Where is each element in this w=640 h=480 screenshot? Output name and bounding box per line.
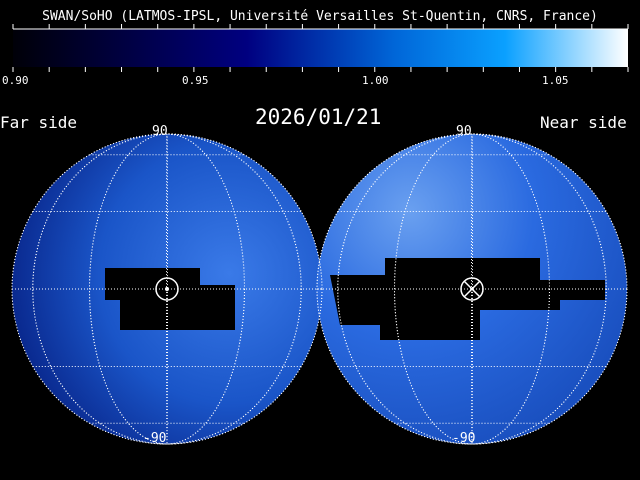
- longitude-line: [32, 133, 302, 445]
- sun-marker-near: [460, 277, 484, 301]
- north-label-far: 90: [152, 124, 168, 139]
- tick-label: 1.00: [362, 74, 389, 87]
- north-label-near: 90: [456, 124, 472, 139]
- date-label: 2026/01/21: [255, 105, 382, 129]
- map-title: SWAN/SoHO (LATMOS-IPSL, Université Versa…: [42, 9, 598, 24]
- tick-label: 0.90: [2, 74, 29, 87]
- south-label-far: -90: [143, 431, 166, 446]
- longitude-line: [89, 133, 245, 445]
- colorbar-ticks: [12, 24, 629, 72]
- colorbar: [13, 29, 628, 67]
- tick-label: 1.05: [542, 74, 569, 87]
- longitude-line: [316, 133, 628, 445]
- near-side-label: Near side: [540, 113, 627, 132]
- longitude-line: [337, 133, 607, 445]
- south-label-near: -90: [452, 431, 475, 446]
- longitude-line: [11, 133, 323, 445]
- far-side-label: Far side: [0, 113, 78, 132]
- sun-marker-far: [155, 277, 179, 301]
- tick-label: 0.95: [182, 74, 209, 87]
- longitude-line: [394, 133, 550, 445]
